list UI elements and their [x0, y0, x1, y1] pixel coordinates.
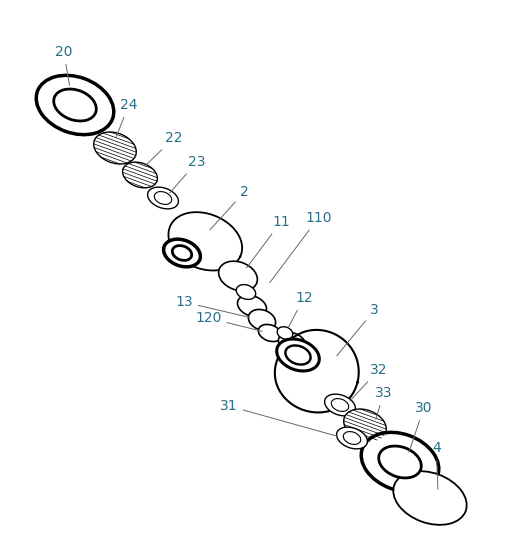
Ellipse shape — [286, 345, 310, 364]
Text: 32: 32 — [350, 363, 387, 401]
Ellipse shape — [154, 192, 172, 205]
Ellipse shape — [123, 162, 158, 188]
Ellipse shape — [277, 326, 293, 339]
Text: 24: 24 — [116, 98, 138, 138]
Text: 30: 30 — [409, 401, 433, 452]
Polygon shape — [169, 212, 242, 271]
Text: 11: 11 — [247, 215, 290, 268]
Text: 4: 4 — [432, 441, 441, 489]
Ellipse shape — [238, 295, 267, 317]
Ellipse shape — [172, 245, 192, 260]
Ellipse shape — [393, 471, 467, 525]
Ellipse shape — [343, 432, 360, 444]
Ellipse shape — [331, 399, 349, 411]
Ellipse shape — [236, 285, 256, 300]
Text: 20: 20 — [55, 45, 73, 86]
Text: 12: 12 — [288, 291, 313, 328]
Ellipse shape — [277, 339, 319, 371]
Text: 2: 2 — [210, 185, 249, 230]
Ellipse shape — [344, 409, 386, 441]
Ellipse shape — [258, 324, 281, 342]
Text: 13: 13 — [175, 295, 249, 318]
Ellipse shape — [379, 446, 421, 478]
Text: 33: 33 — [375, 386, 393, 419]
Text: 23: 23 — [170, 155, 206, 193]
Ellipse shape — [163, 239, 200, 267]
Text: 110: 110 — [270, 211, 331, 283]
Text: 3: 3 — [337, 303, 379, 356]
Ellipse shape — [219, 261, 257, 291]
Text: 22: 22 — [145, 131, 182, 166]
Polygon shape — [275, 330, 359, 413]
Ellipse shape — [337, 427, 367, 449]
Ellipse shape — [361, 432, 439, 492]
Ellipse shape — [325, 394, 355, 416]
Ellipse shape — [148, 187, 179, 209]
Text: 120: 120 — [195, 311, 262, 331]
Ellipse shape — [54, 89, 96, 121]
Ellipse shape — [94, 132, 136, 164]
Ellipse shape — [278, 333, 306, 353]
Ellipse shape — [36, 75, 114, 135]
Ellipse shape — [248, 310, 276, 330]
Text: 31: 31 — [220, 399, 337, 436]
